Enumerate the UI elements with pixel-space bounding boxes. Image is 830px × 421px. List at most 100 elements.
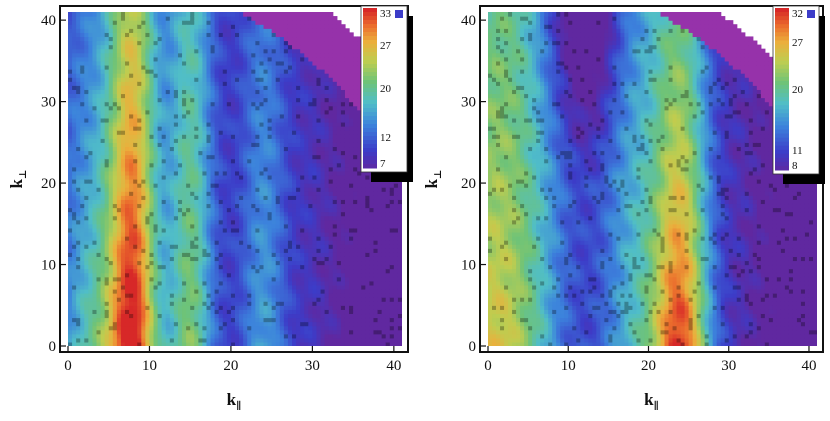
heatmap-cell <box>194 231 199 237</box>
heatmap-cell <box>108 252 114 257</box>
heatmap-cell <box>218 16 224 21</box>
heatmap-cell <box>100 244 106 249</box>
heatmap-cell <box>100 325 106 331</box>
heatmap-cell <box>263 93 269 99</box>
heatmap-cell <box>177 195 183 200</box>
heatmap-cell <box>72 28 77 33</box>
heatmap-cell <box>206 219 212 225</box>
heatmap-cell <box>214 44 220 50</box>
heatmap-cell <box>202 329 208 335</box>
heatmap-cell <box>112 24 118 29</box>
heatmap-cell <box>292 191 297 196</box>
heatmap-cell <box>153 16 159 21</box>
heatmap-cell <box>141 207 146 213</box>
heatmap-cell <box>210 174 216 180</box>
heatmap-cell <box>190 154 195 160</box>
heatmap-cell <box>263 179 269 184</box>
heatmap-cell <box>141 280 146 286</box>
heatmap-cell <box>202 179 208 184</box>
heatmap-cell <box>251 77 256 82</box>
heatmap-cell <box>271 36 277 42</box>
heatmap-cell <box>210 199 216 205</box>
heatmap-cell <box>137 85 142 90</box>
heatmap-cell <box>145 52 151 58</box>
heatmap-cell <box>149 203 155 209</box>
heatmap-cell <box>190 52 195 58</box>
heatmap-cell <box>177 272 183 278</box>
heatmap-cell <box>116 227 122 233</box>
heatmap-cell <box>202 341 208 346</box>
heatmap-cell <box>247 272 252 278</box>
heatmap-cell <box>96 264 102 270</box>
heatmap-cell <box>235 252 240 257</box>
heatmap-cell <box>161 341 167 346</box>
heatmap-cell <box>76 288 81 294</box>
heatmap-cell <box>161 113 167 119</box>
heatmap-cell <box>275 158 281 164</box>
heatmap-cell <box>169 215 175 221</box>
heatmap-cell <box>263 97 269 103</box>
heatmap-cell <box>251 272 256 278</box>
heatmap-cell <box>104 272 110 278</box>
heatmap-cell <box>296 297 301 302</box>
heatmap-cell <box>210 187 216 192</box>
heatmap-cell <box>161 121 167 127</box>
heatmap-cell <box>312 158 318 164</box>
heatmap-cell <box>96 215 102 221</box>
heatmap-cell <box>308 85 313 90</box>
heatmap-cell <box>263 24 269 29</box>
heatmap-cell <box>210 293 216 298</box>
heatmap-cell <box>243 240 248 245</box>
heatmap-cell <box>76 134 81 139</box>
heatmap-cell <box>235 77 240 82</box>
heatmap-cell <box>222 20 228 25</box>
heatmap-cell <box>92 191 98 196</box>
heatmap-cell <box>287 179 293 184</box>
heatmap-cell <box>88 337 94 343</box>
heatmap-cell <box>292 113 297 119</box>
heatmap-cell <box>108 341 114 346</box>
heatmap-cell <box>194 93 199 99</box>
heatmap-cell <box>157 341 163 346</box>
heatmap-cell <box>251 117 256 123</box>
heatmap-cell <box>133 252 138 257</box>
heatmap-cell <box>271 256 277 262</box>
heatmap-cell <box>271 146 277 152</box>
heatmap-cell <box>292 309 297 315</box>
heatmap-cell <box>177 28 183 33</box>
heatmap-cell <box>300 219 305 225</box>
heatmap-cell <box>239 101 244 107</box>
heatmap-cell <box>259 105 265 111</box>
heatmap-cell <box>80 288 85 294</box>
heatmap-cell <box>120 329 126 335</box>
heatmap-cell <box>255 179 261 184</box>
heatmap-cell <box>153 93 159 99</box>
heatmap-cell <box>218 166 224 172</box>
heatmap-cell <box>92 85 98 90</box>
heatmap-cell <box>214 170 220 176</box>
heatmap-cell <box>206 32 212 38</box>
heatmap-cell <box>92 101 98 107</box>
heatmap-cell <box>190 187 195 192</box>
heatmap-cell <box>308 69 313 74</box>
heatmap-cell <box>96 162 102 168</box>
heatmap-cell <box>222 109 228 115</box>
heatmap-cell <box>76 52 81 58</box>
heatmap-cell <box>255 166 261 172</box>
heatmap-cell <box>218 77 224 82</box>
heatmap-cell <box>194 89 199 95</box>
heatmap-cell <box>226 317 232 323</box>
heatmap-cell <box>214 64 220 70</box>
heatmap-cell <box>271 240 277 245</box>
heatmap-cell <box>177 56 183 62</box>
heatmap-cell <box>186 138 191 143</box>
heatmap-cell <box>186 195 191 200</box>
heatmap-cell <box>218 36 224 42</box>
heatmap-cell <box>177 36 183 42</box>
heatmap-cell <box>157 264 163 270</box>
heatmap-cell <box>255 97 261 103</box>
heatmap-cell <box>287 142 293 148</box>
heatmap-cell <box>141 81 146 86</box>
heatmap-cell <box>275 297 281 302</box>
heatmap-cell <box>92 146 98 152</box>
